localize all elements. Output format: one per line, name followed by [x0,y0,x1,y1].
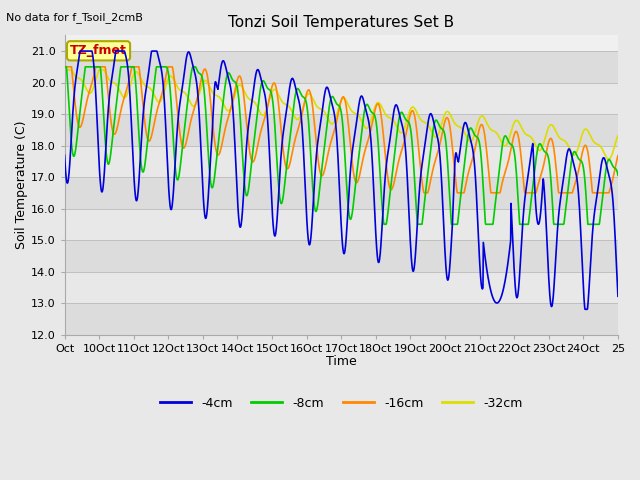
Text: TZ_fmet: TZ_fmet [70,44,127,57]
Bar [65,83,618,114]
Bar [65,208,618,240]
Bar [65,114,618,145]
Legend: -4cm, -8cm, -16cm, -32cm: -4cm, -8cm, -16cm, -32cm [155,392,528,415]
Text: No data for f_Tsoil_2cmB: No data for f_Tsoil_2cmB [6,12,143,23]
Bar [65,177,618,208]
X-axis label: Time: Time [326,355,356,368]
Bar [65,51,618,83]
Bar [65,272,618,303]
Bar [65,240,618,272]
Bar [65,145,618,177]
Title: Tonzi Soil Temperatures Set B: Tonzi Soil Temperatures Set B [228,15,454,30]
Bar [65,303,618,335]
Y-axis label: Soil Temperature (C): Soil Temperature (C) [15,120,28,249]
